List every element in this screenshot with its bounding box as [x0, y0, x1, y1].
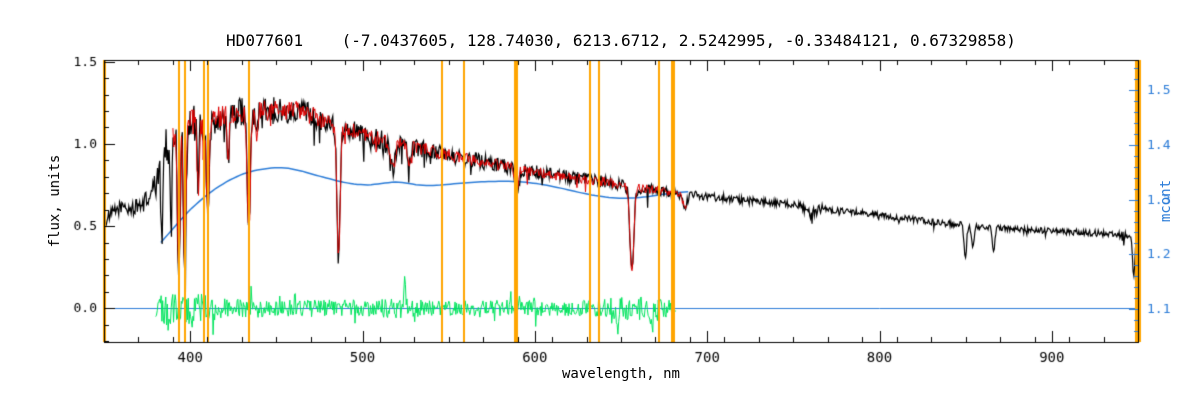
- y-right-axis-label: mcont: [1158, 179, 1174, 223]
- x-axis-label: wavelength, nm: [561, 366, 680, 382]
- chart-title: HD077601 (-7.0437605, 128.74030, 6213.67…: [226, 31, 1016, 50]
- y-left-axis-label: flux, units: [47, 154, 63, 248]
